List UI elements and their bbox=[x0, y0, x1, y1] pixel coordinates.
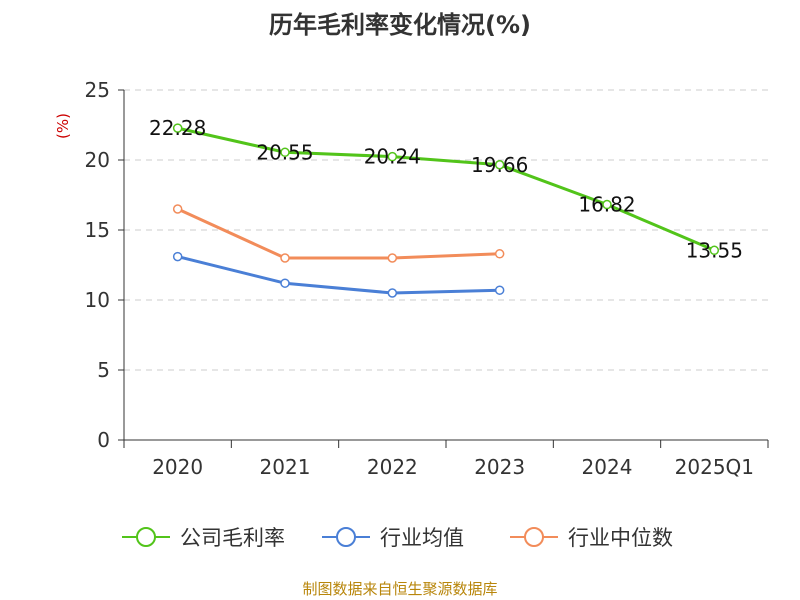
series-line-2 bbox=[177, 207, 500, 260]
data-point bbox=[172, 251, 183, 262]
x-tick-label: 2020 bbox=[152, 455, 203, 479]
y-tick-label: 0 bbox=[97, 428, 110, 452]
data-point bbox=[172, 123, 183, 133]
data-label: 13.55 bbox=[686, 238, 743, 262]
data-point bbox=[280, 278, 290, 288]
data-point bbox=[172, 204, 183, 214]
data-labels: 22.28 20.55 20.24 19.66 16.82 13.55 bbox=[149, 116, 743, 262]
x-tick-label: 2024 bbox=[582, 455, 633, 479]
legend-swatch-marker[interactable] bbox=[336, 527, 356, 547]
chart-title: 历年毛利率变化情况(%) bbox=[269, 11, 531, 39]
data-label: 22.28 bbox=[149, 116, 206, 140]
x-tick-label: 2025Q1 bbox=[675, 455, 754, 479]
x-tick-label: 2022 bbox=[367, 455, 418, 479]
data-point bbox=[494, 160, 505, 170]
legend-swatch-marker[interactable] bbox=[136, 527, 156, 547]
series-group bbox=[172, 123, 720, 298]
data-point bbox=[280, 147, 290, 158]
axes: 0 5 10 15 20 25 2020 2021 2022 2023 2024 2025Q1 bbox=[85, 78, 769, 479]
y-axis-unit: (%) bbox=[54, 113, 72, 139]
legend-item-label[interactable]: 行业中位数 bbox=[568, 526, 673, 550]
legend[interactable]: 公司毛利率 行业均值 行业中位数 bbox=[122, 526, 673, 550]
y-tick-label: 10 bbox=[85, 288, 110, 312]
series-line-1 bbox=[177, 255, 500, 295]
legend-item-label[interactable]: 公司毛利率 bbox=[180, 526, 285, 550]
data-label: 19.66 bbox=[471, 153, 528, 177]
data-point bbox=[387, 151, 398, 162]
series-line-0 bbox=[177, 126, 715, 252]
legend-item-label[interactable]: 行业均值 bbox=[380, 526, 464, 550]
data-point bbox=[494, 249, 505, 259]
source-note: 制图数据来自恒生聚源数据库 bbox=[302, 580, 497, 598]
legend-swatch-marker[interactable] bbox=[524, 527, 544, 547]
data-point bbox=[387, 253, 398, 263]
x-tick-label: 2021 bbox=[260, 455, 311, 479]
data-point bbox=[387, 288, 398, 298]
data-label: 20.24 bbox=[364, 145, 421, 169]
x-tick-label: 2023 bbox=[474, 455, 525, 479]
data-point bbox=[280, 253, 290, 263]
data-point bbox=[494, 285, 505, 295]
y-tick-label: 5 bbox=[97, 358, 110, 382]
data-point bbox=[709, 245, 720, 256]
y-tick-label: 15 bbox=[85, 218, 110, 242]
y-tick-label: 25 bbox=[85, 78, 110, 102]
data-label: 20.55 bbox=[256, 140, 313, 164]
data-label: 16.82 bbox=[578, 193, 635, 217]
data-point bbox=[602, 199, 612, 210]
y-tick-label: 20 bbox=[85, 148, 110, 172]
